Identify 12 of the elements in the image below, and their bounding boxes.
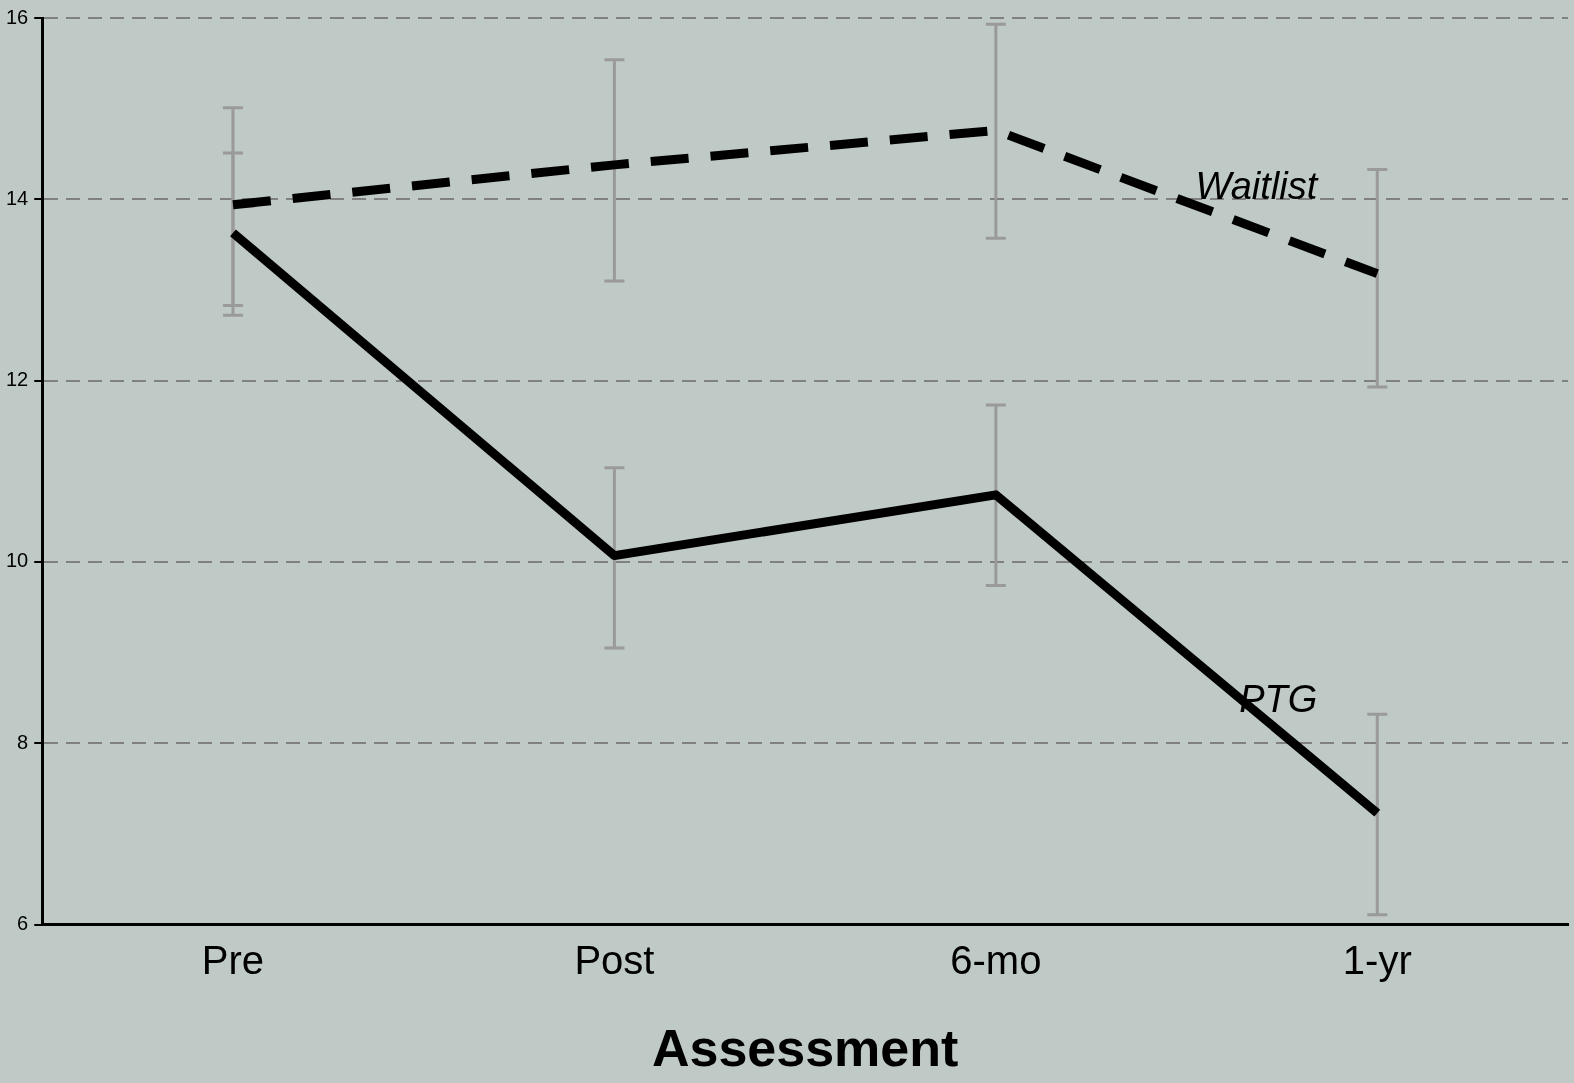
x-tick-label: Post <box>574 937 655 982</box>
x-axis-title: Assessment <box>651 1019 959 1078</box>
series-label: Waitlist <box>1195 164 1319 207</box>
y-tick-label: 16 <box>6 5 29 28</box>
y-tick-label: 8 <box>17 730 29 753</box>
x-tick-label: 6-mo <box>950 937 1042 982</box>
x-tick-label: Pre <box>201 937 265 982</box>
y-tick-label: 12 <box>6 368 29 391</box>
x-tick-label: 1-yr <box>1342 937 1412 982</box>
y-tick-label: 10 <box>6 549 29 572</box>
y-tick-label: 14 <box>6 186 29 209</box>
y-tick-label: 6 <box>17 912 29 935</box>
